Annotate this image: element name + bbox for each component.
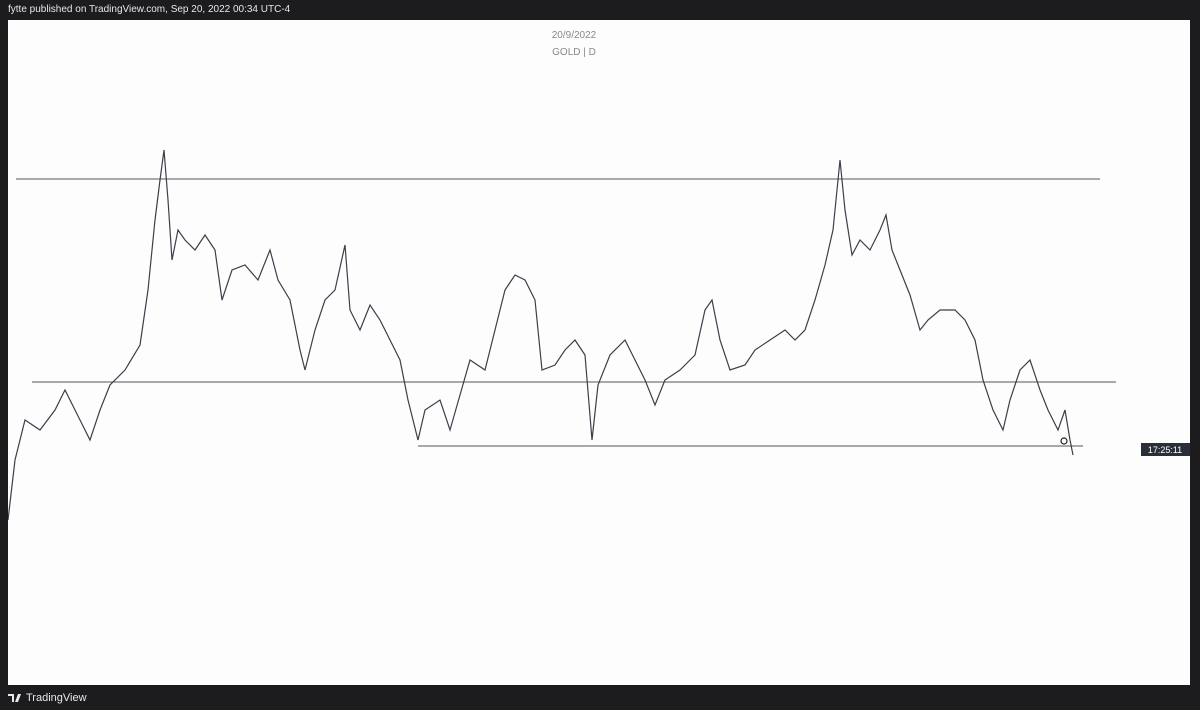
countdown-label: 17:25:11 bbox=[1148, 445, 1182, 455]
footer: TradingView bbox=[8, 692, 87, 704]
publisher-line: fytte published on TradingView.com, Sep … bbox=[8, 4, 291, 15]
chart-symbol: GOLD | D bbox=[552, 47, 596, 58]
countdown-box bbox=[1141, 443, 1190, 456]
brand-logo bbox=[8, 694, 21, 702]
chart-date: 20/9/2022 bbox=[552, 30, 597, 41]
chart-pane: 20/9/2022 GOLD | D 17:25:11 bbox=[7, 20, 1190, 685]
cursor-icon bbox=[1060, 437, 1068, 445]
chart-canvas: 20/9/2022 GOLD | D 17:25:11 bbox=[7, 30, 1190, 521]
price-trace bbox=[7, 149, 1074, 521]
brand-name[interactable]: TradingView bbox=[26, 692, 87, 704]
